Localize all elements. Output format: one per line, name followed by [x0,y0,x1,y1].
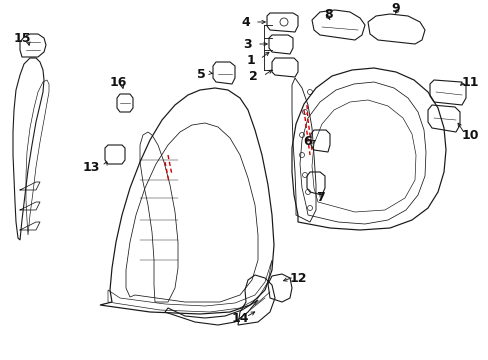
Text: 9: 9 [390,1,399,14]
Text: 2: 2 [249,71,258,84]
Text: 5: 5 [197,68,205,81]
Text: 14: 14 [231,311,249,324]
Text: 6: 6 [303,135,311,148]
Text: 4: 4 [241,17,249,30]
Text: 8: 8 [324,9,332,22]
Text: 11: 11 [461,76,479,89]
Text: 1: 1 [246,54,254,67]
Text: 16: 16 [109,76,126,89]
Text: 13: 13 [82,162,100,175]
Text: 3: 3 [243,39,251,51]
Text: 15: 15 [13,31,31,45]
Text: 12: 12 [289,271,307,284]
Text: 10: 10 [461,130,479,143]
Text: 7: 7 [315,192,324,204]
